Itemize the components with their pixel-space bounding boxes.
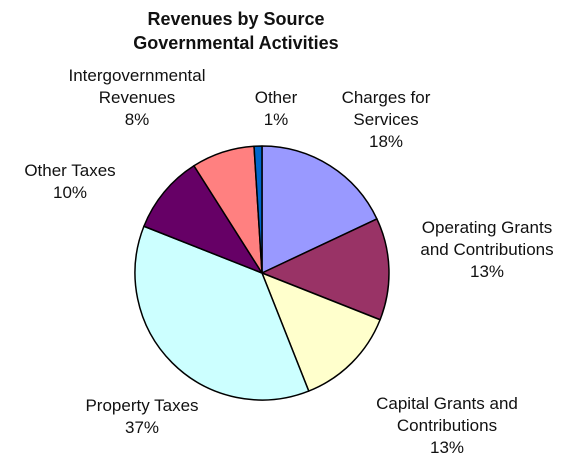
slice-label-intergov: Intergovernmental Revenues 8% (68, 66, 205, 129)
slice-percent-other: 1% (264, 110, 289, 129)
pie-slice-capital (261, 272, 381, 392)
pie-slice-operating (261, 218, 390, 321)
slice-name-capital: Capital Grants and (376, 394, 518, 413)
slice-name-intergov: Revenues (99, 88, 176, 107)
chart-title-line-2: Governmental Activities (133, 33, 338, 53)
slice-label-other-taxes: Other Taxes 10% (24, 161, 115, 202)
slice-label-other: Other 1% (255, 88, 298, 129)
slice-label-capital: Capital Grants and Contributions 13% (376, 394, 518, 457)
slice-name-charges: Services (353, 110, 418, 129)
slice-name-other: Other (255, 88, 298, 107)
slice-labels: Charges for Services 18% Operating Grants an… (24, 66, 553, 457)
slice-percent-capital: 13% (430, 438, 464, 457)
slice-name-operating: Operating Grants (422, 218, 552, 237)
slice-label-property: Property Taxes 37% (85, 396, 198, 437)
pie-slice-property (134, 225, 310, 401)
slice-percent-property: 37% (125, 418, 159, 437)
slice-percent-charges: 18% (369, 132, 403, 151)
slice-name-capital: Contributions (397, 416, 497, 435)
slice-name-property: Property Taxes (85, 396, 198, 415)
slice-percent-other-taxes: 10% (53, 183, 87, 202)
slice-label-charges: Charges for Services 18% (342, 88, 431, 151)
slice-name-intergov: Intergovernmental (68, 66, 205, 85)
slice-name-other-taxes: Other Taxes (24, 161, 115, 180)
pie-slice-other (253, 145, 263, 274)
pie-slice-charges (261, 145, 378, 274)
slice-name-charges: Charges for (342, 88, 431, 107)
slice-name-operating: and Contributions (420, 240, 553, 259)
slice-percent-operating: 13% (470, 262, 504, 281)
pie-slice-other-taxes (143, 165, 263, 274)
pie-slices (134, 145, 390, 401)
slice-percent-intergov: 8% (125, 110, 150, 129)
slice-label-operating: Operating Grants and Contributions 13% (420, 218, 553, 281)
chart-title-line-1: Revenues by Source (147, 9, 324, 29)
